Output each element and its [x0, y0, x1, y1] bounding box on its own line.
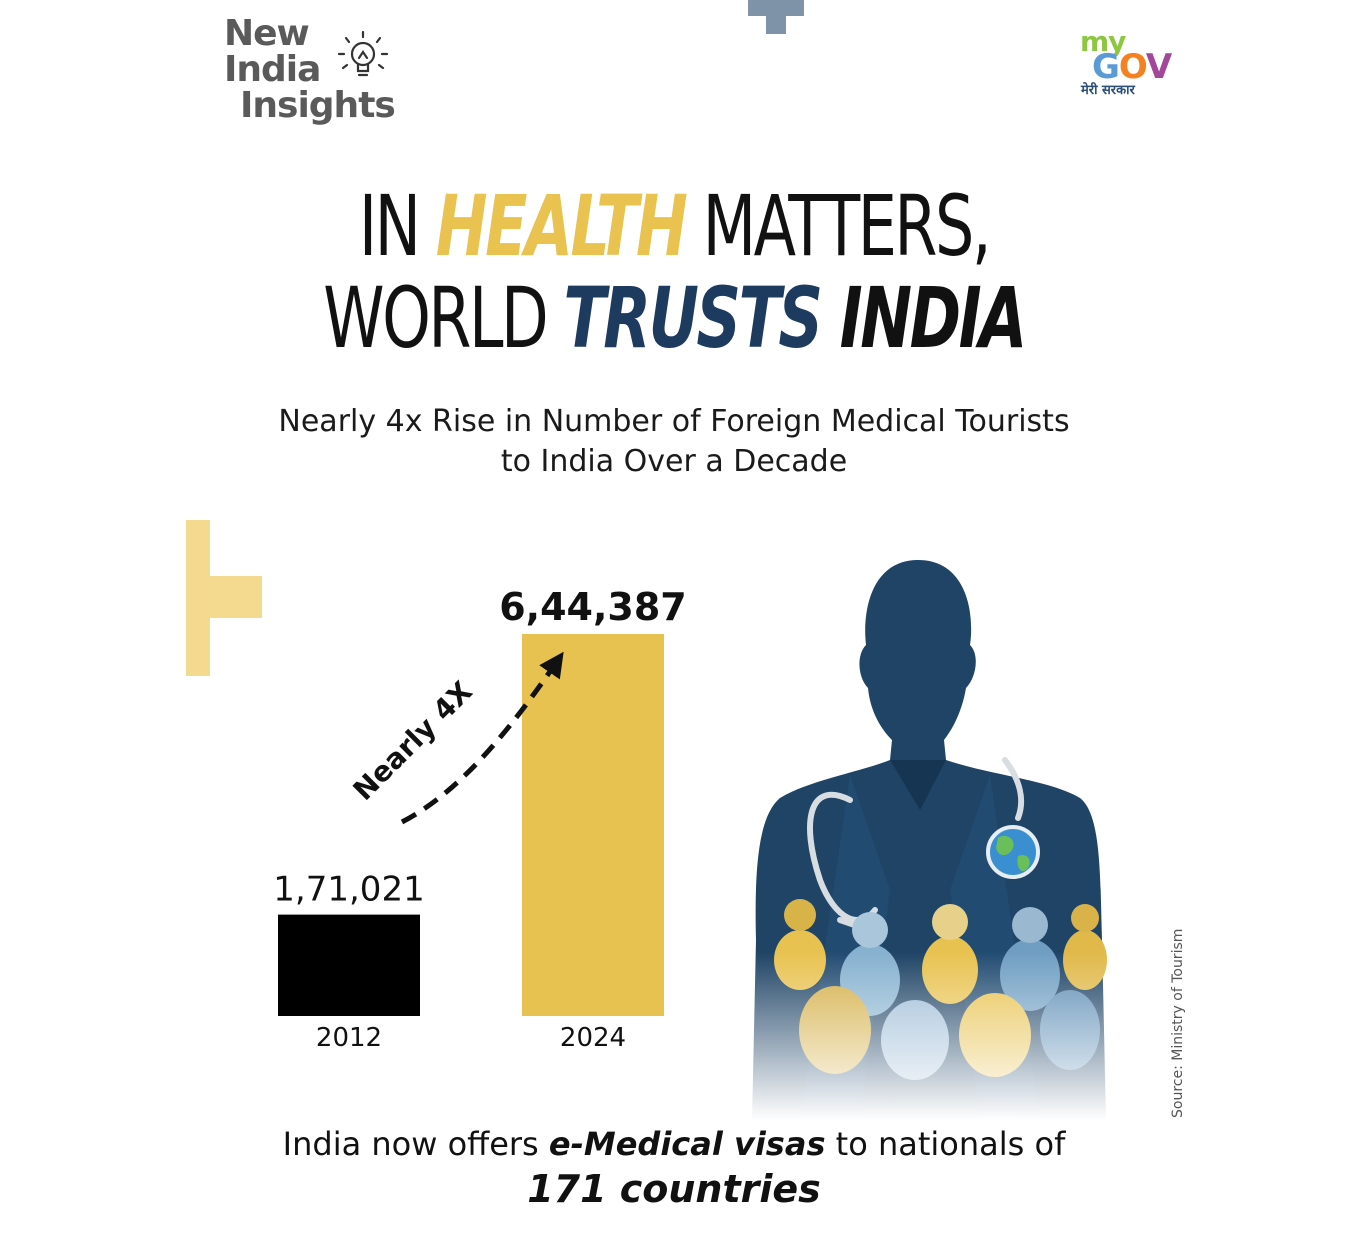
- subtitle-line-1: Nearly 4x Rise in Number of Foreign Medi…: [278, 404, 1070, 439]
- headline-line-2: WORLD TRUSTS INDIA: [121, 272, 1226, 364]
- mygov-my: my: [1080, 25, 1126, 58]
- mygov-v: V: [1145, 47, 1172, 87]
- mygov-logo: my GOV मेरी सरकार: [1078, 28, 1178, 108]
- footer-text-2: to nationals of: [825, 1125, 1066, 1163]
- category-label-2012: 2012: [316, 1023, 382, 1053]
- category-label-2024: 2024: [560, 1023, 626, 1053]
- bar-2012: [278, 914, 420, 1016]
- logo-line-1: New: [224, 13, 310, 54]
- footer-line-1: India now offers e-Medical visas to nati…: [0, 1122, 1348, 1166]
- footer-text-1: India now offers: [282, 1125, 549, 1163]
- footer-emphasis: e-Medical visas: [548, 1125, 826, 1163]
- mygov-g: G: [1092, 47, 1120, 87]
- source-note: Source: Ministry of Tourism: [1148, 910, 1186, 1120]
- subtitle: Nearly 4x Rise in Number of Foreign Medi…: [0, 402, 1348, 482]
- headline-matters: MATTERS,: [685, 177, 992, 275]
- mygov-gov: GOV: [1092, 47, 1172, 87]
- footer: India now offers e-Medical visas to nati…: [0, 1122, 1348, 1212]
- trend-arrow: [400, 651, 564, 825]
- logo-line-3: Insights: [240, 85, 396, 126]
- headline: IN HEALTH MATTERS, WORLD TRUSTS INDIA: [0, 180, 1348, 364]
- headline-world: WORLD: [323, 269, 564, 367]
- headline-line-1: IN HEALTH MATTERS,: [121, 180, 1226, 272]
- subtitle-line-2: to India Over a Decade: [500, 444, 848, 479]
- logo-line-2: India: [224, 49, 321, 90]
- mygov-o: O: [1118, 47, 1147, 87]
- decorative-plus-top: [748, 0, 804, 34]
- bulb-icon: [337, 30, 389, 77]
- headline-in: IN: [358, 177, 436, 275]
- headline-trusts: TRUSTS: [563, 269, 823, 367]
- value-label-2012: 1,71,021: [273, 870, 424, 910]
- footer-line-2: 171 countries: [527, 1167, 821, 1211]
- new-india-insights-logo: New India Insights: [224, 16, 404, 136]
- source-text: Source: Ministry of Tourism: [1170, 928, 1186, 1118]
- value-label-2024: 6,44,387: [499, 585, 687, 629]
- headline-india: INDIA: [820, 269, 1028, 367]
- doctor-illustration: [740, 560, 1120, 1120]
- mygov-tagline: मेरी सरकार: [1081, 83, 1135, 98]
- bar-2024: [522, 634, 664, 1016]
- headline-health: HEALTH: [435, 177, 688, 275]
- bar-chart: 1,71,021 2012 6,44,387 2024 Nearly 4X: [273, 585, 687, 1053]
- annotation-label: Nearly 4X: [347, 675, 479, 807]
- decorative-plus-left: [186, 520, 262, 676]
